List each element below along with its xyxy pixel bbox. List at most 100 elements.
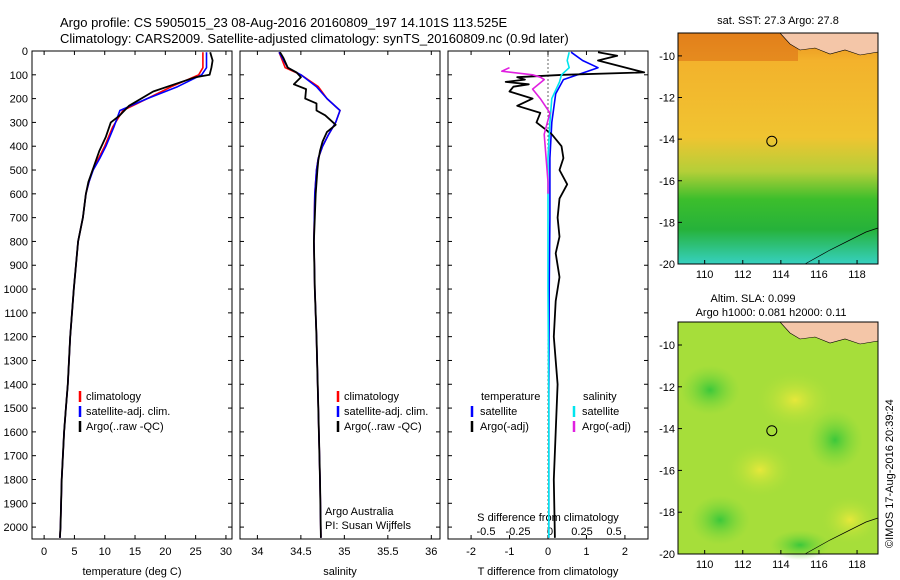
x-tick-label-1: 35.5 (377, 546, 398, 558)
sst-map-title: sat. SST: 27.3 Argo: 27.8 (717, 15, 839, 27)
x-axis-label-0: temperature (deg C) (82, 566, 181, 578)
sst-x-tick-label: 110 (696, 269, 714, 281)
sst-y-tick-label: -12 (659, 93, 675, 105)
y-tick-label: 600 (10, 189, 28, 201)
sla-x-tick-label: 110 (696, 559, 714, 571)
sla-x-tick-label: 114 (772, 559, 790, 571)
sla-map-title-1: Altim. SLA: 0.099 (711, 293, 796, 305)
sla-low-2 (807, 410, 863, 470)
sla-low-4 (770, 530, 830, 560)
y-tick-label: 1900 (4, 498, 28, 510)
argo-credit-0: Argo Australia (325, 506, 394, 518)
x-tick-label-0: 5 (71, 546, 77, 558)
series-line-0-2 (59, 51, 214, 538)
y-tick-label: 200 (10, 94, 28, 106)
sla-y-tick-label: -10 (659, 340, 675, 352)
sst-y-tick-label: -10 (659, 51, 675, 63)
series-line-2-3 (500, 66, 551, 194)
sst-map-ticks: 110 112 114 116 118 -10 -12 -14 -16 -18 -20 (659, 51, 866, 281)
argo-credit-1: PI: Susan Wijffels (325, 520, 411, 532)
temperature-panel: 0 5 10 15 20 25 30 temperature (deg C) 0 100 200 30… (4, 46, 233, 578)
x-tick-label-2: 1 (583, 546, 589, 558)
y-tick-label: 800 (10, 236, 28, 248)
y-tick-label: 2000 (4, 522, 28, 534)
series-line-2-2 (547, 52, 571, 538)
sst-warm-patch (678, 33, 798, 61)
legend-header-temperature: temperature (481, 391, 540, 403)
sst-map: sat. SST: 27.3 Argo: 27.8 110 112 114 116 11… (659, 15, 879, 281)
legend-label-1-2: Argo(..raw -QC) (344, 421, 422, 433)
salinity-tick-label: 0 (547, 526, 553, 538)
series-line-1-2 (279, 51, 337, 538)
y-tick-label: 1100 (4, 308, 28, 320)
x-tick-label-1: 36 (425, 546, 437, 558)
legend-label-2-0: satellite (480, 406, 517, 418)
sla-map-frame (677, 321, 879, 555)
y-tick-label: 1800 (4, 474, 28, 486)
sla-x-tick-label: 118 (848, 559, 866, 571)
sla-map-title-2: Argo h1000: 0.081 h2000: 0.11 (696, 307, 847, 319)
sst-x-tick-label: 114 (772, 269, 790, 281)
legend-header-salinity: salinity (583, 391, 617, 403)
y-tick-label: 700 (10, 213, 28, 225)
x-tick-label-0: 15 (129, 546, 141, 558)
series-line-0-0 (59, 52, 204, 538)
y-tick-label: 900 (10, 260, 28, 272)
y-tick-label: 1400 (4, 379, 28, 391)
sst-y-tick-label: -16 (659, 176, 675, 188)
x-tick-label-2: -1 (505, 546, 515, 558)
sla-y-tick-label: -14 (659, 424, 675, 436)
sla-x-tick-label: 112 (734, 559, 752, 571)
series-line-0-1 (59, 52, 208, 538)
legend-label-2-1: Argo(-adj) (480, 421, 529, 433)
sla-y-tick-label: -20 (659, 549, 675, 561)
sla-y-tick-label: -12 (659, 382, 675, 394)
plot-frame-0 (31, 50, 233, 540)
series-line-1-0 (278, 51, 341, 538)
sst-float-marker (766, 135, 778, 147)
sla-low-3 (690, 495, 750, 545)
x-tick-label-0: 20 (159, 546, 171, 558)
x-tick-label-1: 35 (338, 546, 350, 558)
sla-y-tick-label: -18 (659, 507, 675, 519)
y-tick-label: 100 (10, 70, 28, 82)
sst-field (678, 33, 878, 264)
salinity-tick-label: 0.5 (606, 526, 621, 538)
sla-x-tick-label: 116 (810, 559, 828, 571)
x-tick-label-2: -2 (466, 546, 476, 558)
legend-label-0-1: satellite-adj. clim. (86, 406, 170, 418)
x-tick-label-0: 0 (41, 546, 47, 558)
sla-high-2 (725, 442, 795, 498)
legend-label-1-0: climatology (344, 391, 400, 403)
credit-text: ©IMOS 17-Aug-2016 20:39:24 (884, 399, 896, 548)
difference-panel: -2 -1 0 1 2T difference from climatology -0.5… (447, 50, 649, 578)
sla-coast-south (804, 517, 879, 555)
salinity-tick-label: -0.5 (477, 526, 496, 538)
salinity-tick-label: -0.25 (505, 526, 530, 538)
salinity-panel: 34 34.5 35 35.5 36 salinity climatology satelli… (239, 50, 441, 578)
x-tick-label-2: 0 (545, 546, 551, 558)
y-tick-label: 1700 (4, 451, 28, 463)
sst-x-tick-label: 118 (848, 269, 866, 281)
series-line-2-1 (504, 51, 646, 538)
x-tick-label-2: 2 (622, 546, 628, 558)
x-tick-label-0: 30 (220, 546, 232, 558)
series-line-1-1 (278, 51, 341, 538)
sst-map-frame (677, 32, 879, 265)
sla-float-marker (766, 425, 778, 437)
sla-map: Altim. SLA: 0.099 Argo h1000: 0.081 h200… (659, 293, 880, 571)
x-axis-label-1: salinity (323, 566, 357, 578)
sst-y-tick-label: -18 (659, 217, 675, 229)
sst-y-tick-label: -20 (659, 259, 675, 271)
sla-map-ticks: 110 112 114 116 118 -10 -12 -14 -16 -18 -20 (659, 340, 866, 571)
y-tick-label: 1500 (4, 403, 28, 415)
sst-x-tick-label: 112 (734, 269, 752, 281)
x-tick-label-1: 34.5 (290, 546, 311, 558)
x-tick-label-1: 34 (251, 546, 263, 558)
legend-label-1-1: satellite-adj. clim. (344, 406, 428, 418)
legend-label-2-3: Argo(-adj) (582, 421, 631, 433)
y-tick-label: 1600 (4, 427, 28, 439)
salinity-tick-label: 0.25 (571, 526, 592, 538)
sst-coast-south (804, 227, 879, 265)
